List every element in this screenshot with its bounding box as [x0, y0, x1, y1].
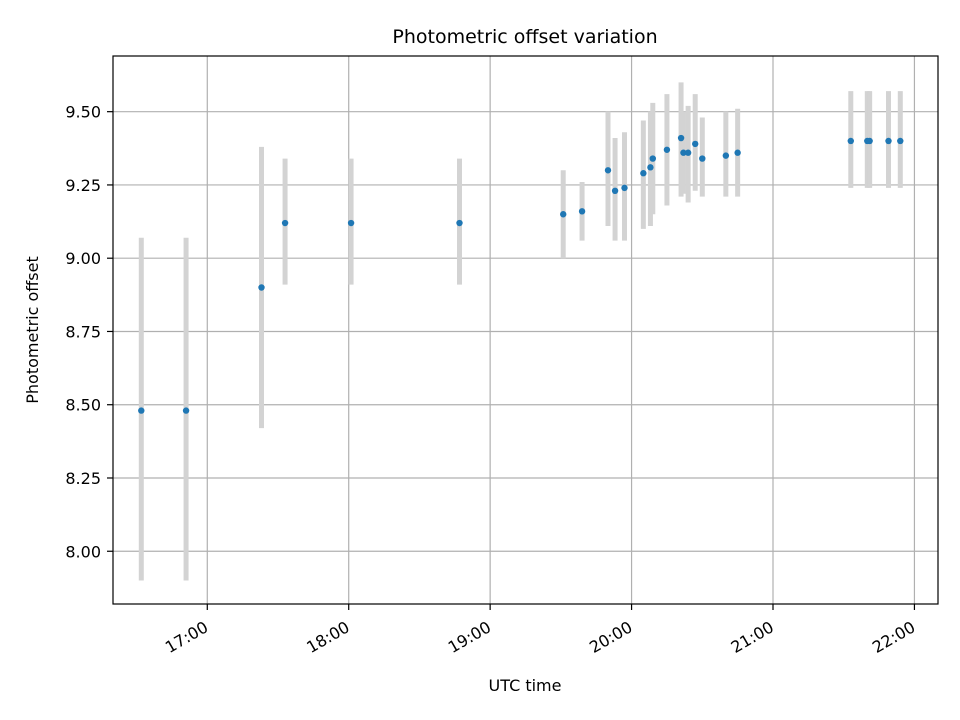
- y-tick-label: 8.50: [65, 396, 101, 415]
- grid: [113, 56, 938, 604]
- data-point: [621, 184, 628, 192]
- data-point: [640, 170, 647, 177]
- data-point: [611, 187, 619, 195]
- y-tick-label: 9.25: [65, 176, 101, 195]
- data-point: [692, 140, 699, 148]
- data-point: [578, 208, 586, 215]
- y-tick-label: 9.50: [65, 103, 101, 122]
- y-tick-label: 8.00: [65, 542, 101, 561]
- data-point: [138, 407, 145, 414]
- y-tick-label: 8.25: [65, 469, 101, 488]
- data-point: [684, 149, 692, 156]
- point-series: [138, 134, 904, 414]
- data-point: [347, 219, 355, 227]
- chart-title: Photometric offset variation: [392, 26, 657, 48]
- y-tick-label: 9.00: [65, 249, 101, 268]
- data-point: [677, 134, 685, 142]
- data-point: [885, 137, 892, 145]
- data-point: [281, 219, 289, 227]
- data-point: [647, 164, 654, 171]
- data-point: [866, 137, 873, 145]
- data-point: [258, 284, 265, 291]
- data-point: [847, 137, 854, 145]
- data-point: [604, 167, 612, 174]
- y-axis-label: Photometric offset: [23, 256, 42, 404]
- data-point: [897, 137, 904, 145]
- data-point: [182, 407, 190, 414]
- data-point: [560, 211, 567, 218]
- x-axis-label: UTC time: [489, 676, 562, 695]
- data-point: [649, 155, 656, 162]
- data-point: [663, 146, 671, 153]
- data-point: [680, 149, 687, 156]
- data-point: [699, 155, 706, 162]
- data-point: [734, 149, 741, 156]
- data-point: [722, 152, 730, 159]
- y-tick-label: 8.75: [65, 322, 101, 341]
- data-point: [456, 219, 463, 227]
- plot-frame: [112, 55, 939, 605]
